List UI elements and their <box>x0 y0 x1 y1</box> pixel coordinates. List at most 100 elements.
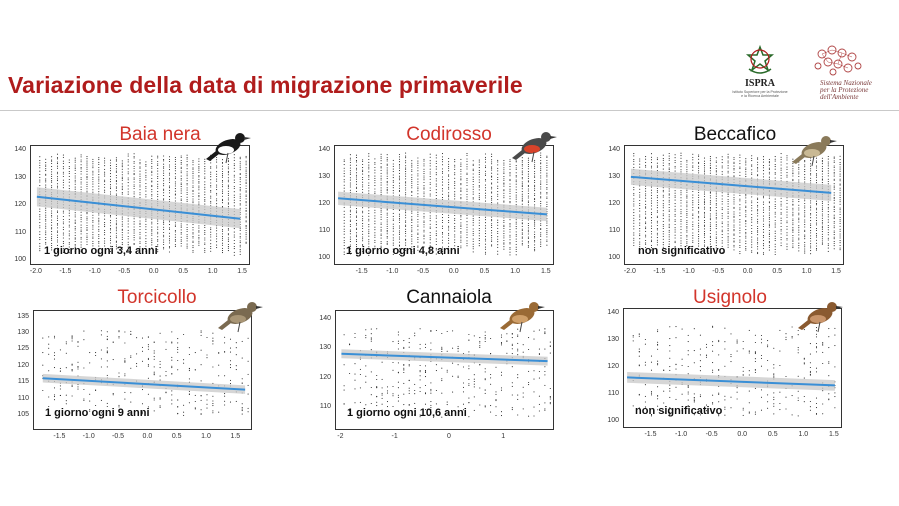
scatter-point <box>839 162 841 164</box>
scatter-point <box>59 388 61 390</box>
scatter-point <box>698 162 700 164</box>
scatter-point <box>343 251 345 253</box>
scatter-point <box>355 215 358 217</box>
scatter-point <box>827 234 829 236</box>
scatter-point <box>98 241 100 243</box>
scatter-point <box>528 381 530 384</box>
scatter-point <box>645 246 647 249</box>
scatter-point <box>71 369 73 371</box>
scatter-point <box>686 213 688 215</box>
scatter-point <box>136 365 138 367</box>
scatter-point <box>153 410 155 412</box>
scatter-point <box>686 159 688 161</box>
y-tick-label: 140 <box>318 146 330 154</box>
scatter-point <box>192 193 194 195</box>
scatter-point <box>435 172 437 174</box>
scatter-point <box>80 231 82 233</box>
scatter-point <box>74 212 76 214</box>
scatter-point <box>227 202 229 204</box>
scatter-point <box>180 156 182 159</box>
scatter-point <box>484 340 486 343</box>
scatter-point <box>133 226 135 228</box>
scatter-point <box>386 223 388 225</box>
scatter-point <box>145 161 147 163</box>
scatter-point <box>62 187 64 189</box>
scatter-point <box>216 161 218 163</box>
scatter-point <box>163 174 165 177</box>
scatter-point <box>354 388 356 390</box>
scatter-point <box>104 191 106 193</box>
scatter-point <box>343 206 345 208</box>
scatter-point <box>115 244 117 246</box>
scatter-point <box>186 230 188 233</box>
scatter-point <box>51 236 53 238</box>
scatter-point <box>662 194 664 196</box>
scatter-point <box>460 162 462 164</box>
bird-tail <box>792 154 805 164</box>
scatter-point <box>727 235 729 237</box>
scatter-point <box>733 221 735 223</box>
scatter-point <box>680 171 682 173</box>
scatter-point <box>381 397 383 399</box>
scatter-point <box>804 178 806 180</box>
scatter-point <box>833 205 835 207</box>
scatter-point <box>757 175 759 177</box>
scatter-point <box>786 157 788 159</box>
scatter-point <box>454 195 456 197</box>
scatter-point <box>762 158 765 160</box>
scatter-point <box>405 225 407 227</box>
scatter-point <box>503 237 505 239</box>
scatter-point <box>62 168 64 170</box>
scatter-point <box>515 191 517 194</box>
scatter-point <box>509 175 511 177</box>
scatter-point <box>762 243 765 245</box>
x-tick-label: -1.0 <box>88 268 101 275</box>
scatter-point <box>751 224 753 227</box>
scatter-point <box>509 168 511 170</box>
scatter-point <box>56 210 59 212</box>
scatter-point <box>509 178 511 180</box>
black-white-flycatcher-icon <box>206 133 251 164</box>
scatter-point <box>368 215 370 217</box>
scatter-point <box>159 405 161 407</box>
scatter-point <box>56 187 59 189</box>
scatter-point <box>397 340 399 342</box>
scatter-point <box>792 235 794 237</box>
scatter-point <box>343 167 345 169</box>
scatter-point <box>448 157 450 160</box>
scatter-point <box>495 391 497 393</box>
scatter-point <box>491 169 493 171</box>
scatter-point <box>429 176 431 178</box>
scatter-point <box>703 220 706 222</box>
scatter-point <box>392 223 394 225</box>
scatter-point <box>527 157 529 159</box>
scatter-point <box>77 388 79 390</box>
scatter-point <box>362 238 364 240</box>
scatter-point <box>147 348 149 350</box>
scatter-point <box>503 230 505 232</box>
scatter-point <box>349 241 351 243</box>
scatter-point <box>392 192 394 194</box>
scatter-point <box>368 235 370 237</box>
scatter-point <box>479 387 481 389</box>
scatter-point <box>757 161 759 163</box>
scatter-point <box>51 231 53 233</box>
scatter-point <box>349 372 351 375</box>
scatter-point <box>186 165 188 167</box>
scatter-point <box>374 179 376 182</box>
scatter-point <box>757 166 759 168</box>
bird-beak <box>830 140 837 143</box>
scatter-point <box>233 205 235 207</box>
scatter-point <box>650 247 653 249</box>
scatter-point <box>139 186 141 188</box>
scatter-point <box>546 230 548 232</box>
scatter-point <box>633 153 635 155</box>
scatter-point <box>460 222 462 224</box>
title-divider <box>0 110 899 111</box>
scatter-point <box>466 184 468 187</box>
scatter-point <box>462 403 465 405</box>
scatter-point <box>98 169 100 171</box>
scatter-point <box>145 226 147 228</box>
scatter-point <box>503 195 505 197</box>
scatter-point <box>774 211 776 213</box>
